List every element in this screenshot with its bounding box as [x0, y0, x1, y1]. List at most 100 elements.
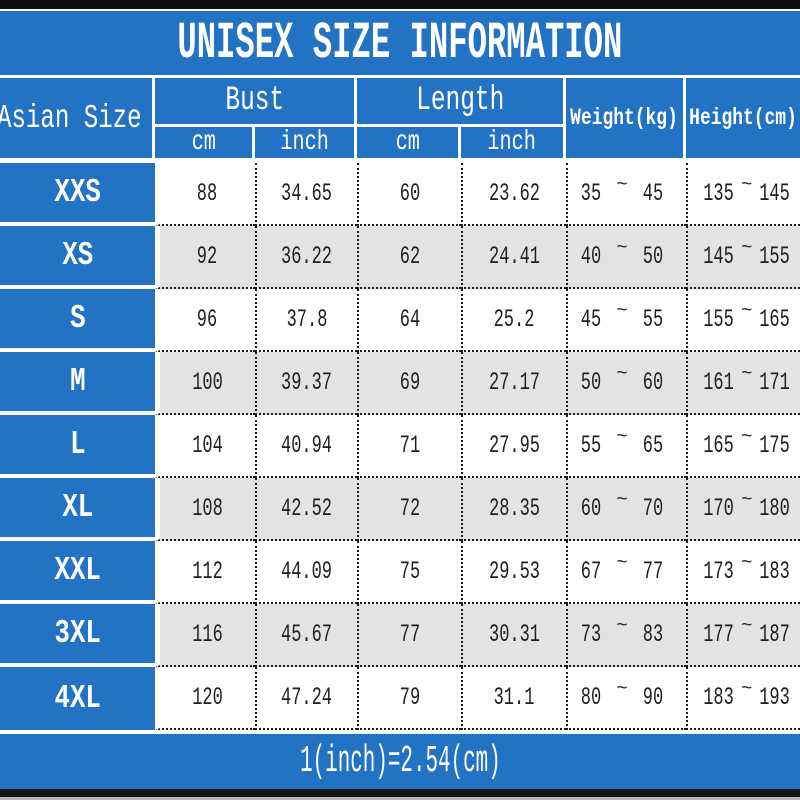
- weight-min-value: 45: [580, 305, 602, 334]
- tilde-symbol: ~: [616, 173, 628, 196]
- length-header-label: Length: [415, 82, 505, 120]
- tilde-symbol: ~: [741, 677, 753, 700]
- bust-inch-cell: 42.52: [255, 478, 357, 541]
- asian-size-header-label: Asian Size: [0, 99, 142, 137]
- bust-inch-header-label: inch: [280, 127, 329, 158]
- divider-under-header: [0, 158, 800, 163]
- length-cm-cell: 71: [357, 415, 461, 478]
- header-cell-bust: Bust: [155, 78, 357, 124]
- bust-inch-cell: 44.09: [255, 541, 357, 604]
- weight-max-value: 65: [642, 431, 664, 460]
- length-cm-cell: 64: [357, 289, 461, 352]
- size-label-cell: XS: [0, 226, 155, 289]
- bottom-gray-line: [0, 797, 800, 800]
- length-cm-value: 72: [399, 494, 421, 523]
- size-label-cell: M: [0, 352, 155, 415]
- length-inch-cell: 28.35: [461, 478, 566, 541]
- height-min-value: 135: [703, 179, 734, 208]
- length-cm-cell: 69: [357, 352, 461, 415]
- height-max-value: 187: [759, 620, 791, 649]
- height-range-cell: 183 ~ 193: [686, 667, 800, 730]
- size-label-cell: XXS: [0, 163, 155, 226]
- length-cm-cell: 79: [357, 667, 461, 730]
- bust-cm-value: 88: [197, 179, 218, 208]
- bust-cm-cell: 120: [155, 667, 255, 730]
- weight-min-value: 80: [580, 683, 602, 712]
- bust-cm-cell: 100: [155, 352, 255, 415]
- bust-cm-value: 108: [192, 494, 223, 523]
- bust-inch-value: 37.8: [286, 305, 328, 334]
- bust-cm-value: 96: [197, 305, 218, 334]
- bust-inch-value: 39.37: [281, 368, 333, 397]
- size-label-cell: 3XL: [0, 604, 155, 667]
- length-inch-cell: 23.62: [461, 163, 566, 226]
- weight-range-cell: 60 ~ 70: [566, 478, 686, 541]
- top-white-line: [0, 9, 800, 11]
- size-label: L: [69, 426, 86, 463]
- tilde-symbol: ~: [741, 173, 753, 196]
- tilde-symbol: ~: [741, 614, 753, 637]
- size-label: XXS: [54, 174, 101, 211]
- height-min-value: 177: [703, 620, 734, 649]
- length-cm-value: 71: [399, 431, 421, 460]
- length-cm-cell: 72: [357, 478, 461, 541]
- size-label: 3XL: [54, 615, 101, 652]
- height-max-value: 193: [759, 683, 791, 712]
- tilde-symbol: ~: [741, 488, 753, 511]
- size-label: XS: [62, 237, 93, 274]
- tilde-symbol: ~: [741, 236, 753, 259]
- bust-inch-value: 47.24: [281, 683, 333, 712]
- bust-inch-cell: 45.67: [255, 604, 357, 667]
- bust-cm-value: 120: [192, 683, 223, 712]
- table-body: XXS 88 34.65 60 23.62 35 ~ 45 135 ~ 145 …: [0, 163, 800, 730]
- height-max-value: 145: [759, 179, 791, 208]
- length-inch-value: 27.95: [488, 431, 540, 460]
- tilde-symbol: ~: [616, 299, 628, 322]
- size-label: M: [69, 363, 86, 400]
- height-max-value: 165: [759, 305, 791, 334]
- bust-inch-cell: 37.8: [255, 289, 357, 352]
- bust-cm-cell: 116: [155, 604, 255, 667]
- bust-header-label: Bust: [225, 82, 284, 120]
- length-inch-value: 29.53: [488, 557, 540, 586]
- bust-cm-cell: 92: [155, 226, 255, 289]
- size-label: XXL: [54, 552, 101, 589]
- height-min-value: 165: [703, 431, 734, 460]
- bust-cm-cell: 104: [155, 415, 255, 478]
- length-cm-value: 77: [399, 620, 421, 649]
- size-label: 4XL: [54, 680, 101, 717]
- header-cell-length-cm: cm: [357, 127, 461, 158]
- header-cell-bust-cm: cm: [155, 127, 255, 158]
- height-max-value: 175: [759, 431, 791, 460]
- height-range-cell: 145 ~ 155: [686, 226, 800, 289]
- weight-max-value: 90: [642, 683, 664, 712]
- bottom-black-bar: [0, 789, 800, 797]
- weight-max-value: 77: [642, 557, 664, 586]
- weight-min-value: 60: [580, 494, 602, 523]
- length-cm-value: 64: [399, 305, 421, 334]
- bust-cm-value: 92: [197, 242, 218, 271]
- title-band: UNISEX SIZE INFORMATION: [0, 11, 800, 75]
- header-cell-length: Length: [357, 78, 566, 124]
- bust-cm-value: 116: [192, 620, 223, 649]
- weight-range-cell: 73 ~ 83: [566, 604, 686, 667]
- length-inch-cell: 27.95: [461, 415, 566, 478]
- length-inch-cell: 25.2: [461, 289, 566, 352]
- header-cell-bust-inch: inch: [255, 127, 357, 158]
- bust-inch-value: 44.09: [281, 557, 333, 586]
- weight-min-value: 50: [580, 368, 602, 397]
- length-inch-cell: 30.31: [461, 604, 566, 667]
- weight-max-value: 70: [642, 494, 664, 523]
- weight-min-value: 35: [580, 179, 602, 208]
- weight-range-cell: 45 ~ 55: [566, 289, 686, 352]
- length-inch-value: 28.35: [488, 494, 540, 523]
- bust-cm-cell: 112: [155, 541, 255, 604]
- height-min-value: 161: [703, 368, 734, 397]
- tilde-symbol: ~: [616, 488, 628, 511]
- top-black-bar: [0, 0, 800, 9]
- height-range-cell: 177 ~ 187: [686, 604, 800, 667]
- divider-above-footer: [0, 730, 800, 734]
- length-inch-value: 25.2: [494, 305, 535, 334]
- length-inch-cell: 27.17: [461, 352, 566, 415]
